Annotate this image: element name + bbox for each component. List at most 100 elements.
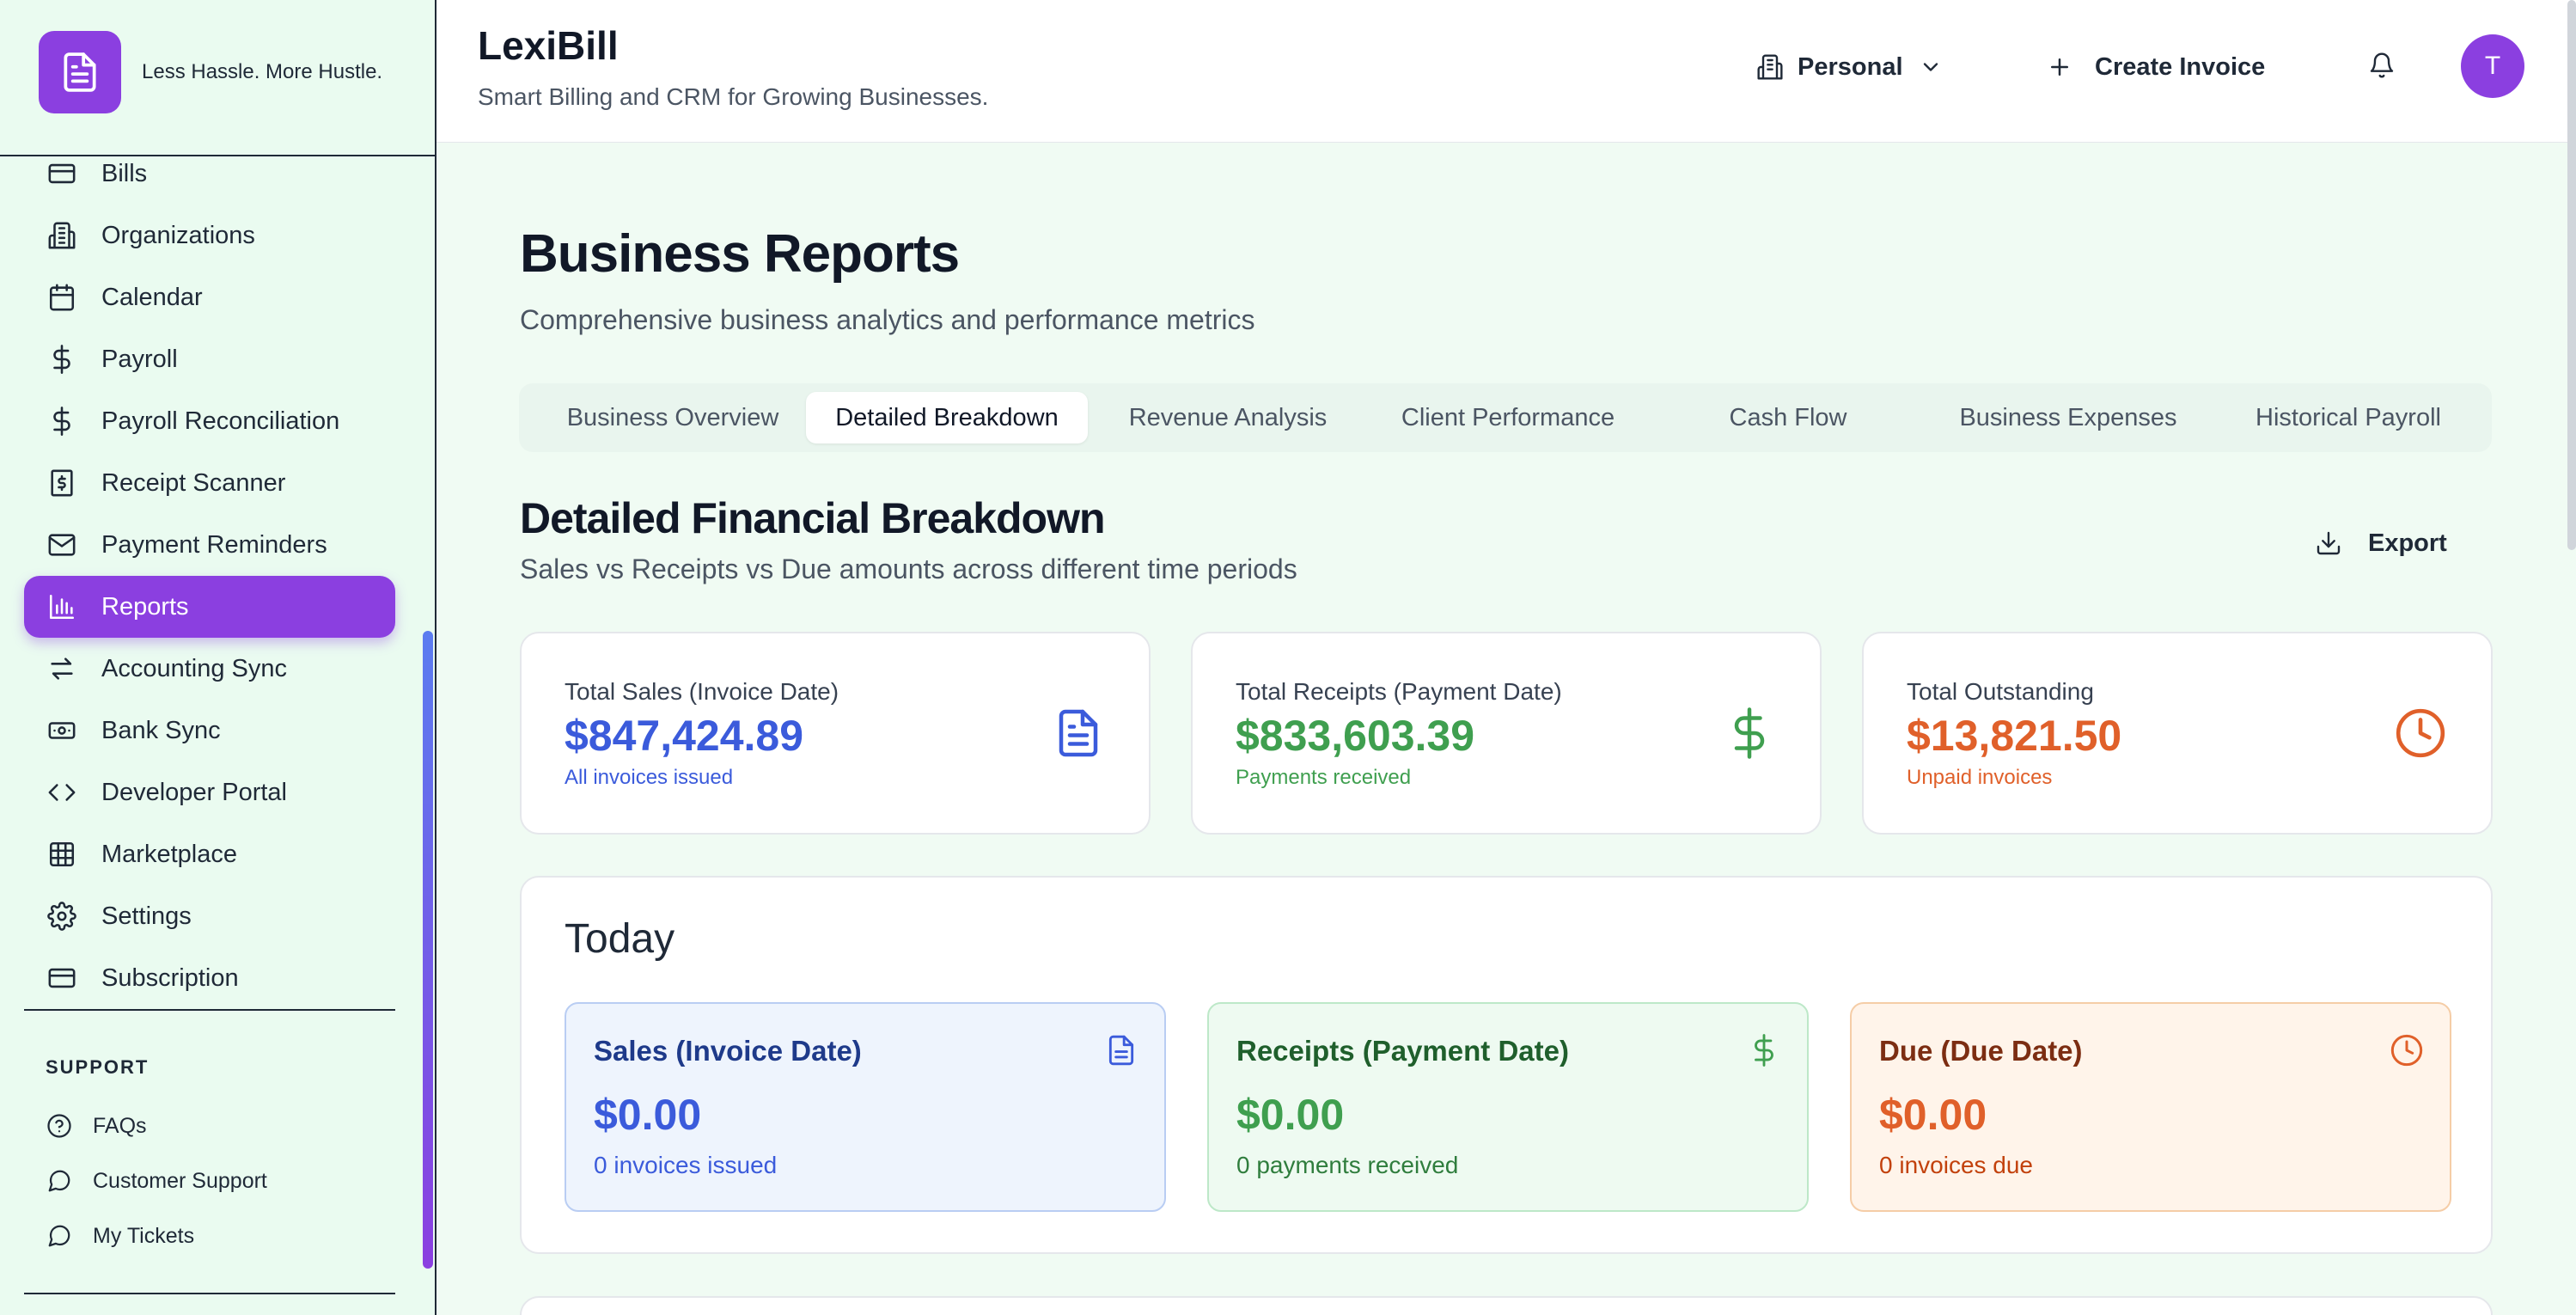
sidebar-item-label: Settings (101, 902, 192, 930)
page-scrollbar[interactable] (2567, 0, 2576, 550)
logo[interactable] (39, 31, 121, 113)
download-icon (2315, 529, 2342, 557)
period-card-label: Due (Due Date) (1879, 1035, 2083, 1067)
file-text-icon (1102, 1031, 1140, 1069)
divider (24, 1009, 395, 1011)
chevron-down-icon (1919, 55, 1943, 79)
section-subtitle: Sales vs Receipts vs Due amounts across … (520, 554, 1297, 584)
organization-switcher[interactable]: Personal (1756, 46, 1943, 88)
code-icon (45, 775, 79, 810)
period-sales-card: Sales (Invoice Date) $0.00 0 invoices is… (565, 1002, 1166, 1212)
create-invoice-button[interactable]: Create Invoice (2047, 46, 2265, 88)
clock-icon (2388, 1031, 2426, 1069)
sidebar-item-settings[interactable]: Settings (24, 885, 395, 947)
support-nav: FAQs Customer Support My Tickets (24, 1098, 395, 1263)
period-card-value: $0.00 (1236, 1091, 1345, 1139)
sidebar-item-organizations[interactable]: Organizations (24, 205, 395, 266)
period-card-caption: 0 payments received (1236, 1152, 1459, 1178)
sidebar-item-my-tickets[interactable]: My Tickets (24, 1208, 395, 1263)
credit-card-icon (45, 961, 79, 995)
summary-label: Total Receipts (Payment Date) (1236, 678, 1562, 705)
summary-value: $833,603.39 (1236, 712, 1475, 760)
sidebar-nav: Bills Organizations Calendar Payroll Pay… (24, 143, 395, 1009)
sidebar-item-developer-portal[interactable]: Developer Portal (24, 761, 395, 823)
top-header: LexiBill Smart Billing and CRM for Growi… (436, 0, 2576, 143)
tab-business-expenses[interactable]: Business Expenses (1959, 403, 2177, 431)
create-invoice-label: Create Invoice (2095, 52, 2266, 81)
sidebar-item-marketplace[interactable]: Marketplace (24, 823, 395, 885)
period-receipts-card: Receipts (Payment Date) $0.00 0 payments… (1207, 1002, 1809, 1212)
summary-value: $847,424.89 (565, 712, 804, 760)
summary-caption: Unpaid invoices (1907, 766, 2053, 789)
arrows-swap-icon (45, 651, 79, 686)
sidebar-item-label: My Tickets (93, 1223, 195, 1248)
sidebar-item-bank-sync[interactable]: Bank Sync (24, 700, 395, 761)
sidebar-item-label: FAQs (93, 1113, 147, 1138)
sidebar-item-customer-support[interactable]: Customer Support (24, 1153, 395, 1208)
summary-card-total-receipts: Total Receipts (Payment Date) $833,603.3… (1191, 632, 1822, 835)
tab-business-overview[interactable]: Business Overview (566, 403, 779, 431)
sidebar-item-calendar[interactable]: Calendar (24, 266, 395, 328)
period-card-value: $0.00 (1879, 1091, 1987, 1139)
sidebar-scrollbar[interactable] (423, 631, 433, 1269)
bar-chart-icon (45, 590, 79, 624)
tab-cash-flow[interactable]: Cash Flow (1729, 403, 1847, 431)
sidebar-item-payment-reminders[interactable]: Payment Reminders (24, 514, 395, 576)
chat-bubble-icon (45, 1166, 74, 1196)
sidebar-item-label: Customer Support (93, 1168, 267, 1193)
bell-icon[interactable] (2365, 48, 2399, 83)
sidebar-item-accounting-sync[interactable]: Accounting Sync (24, 638, 395, 700)
dollar-icon (45, 404, 79, 438)
report-tabs: Business Overview Detailed Breakdown Rev… (519, 383, 2492, 452)
period-card-caption: 0 invoices due (1879, 1152, 2034, 1178)
sidebar-item-faqs[interactable]: FAQs (24, 1098, 395, 1153)
grid-icon (45, 837, 79, 872)
tab-historical-payroll[interactable]: Historical Payroll (2256, 403, 2441, 431)
sidebar-item-label: Bank Sync (101, 716, 221, 744)
app-subtitle: Smart Billing and CRM for Growing Busine… (478, 83, 989, 110)
period-card-today: Today Sales (Invoice Date) $0.00 0 invoi… (520, 876, 2493, 1254)
sidebar-item-label: Payroll Reconciliation (101, 407, 340, 435)
sidebar-item-label: Payroll (101, 345, 178, 373)
tab-detailed-breakdown[interactable]: Detailed Breakdown (806, 392, 1088, 443)
tab-revenue-analysis[interactable]: Revenue Analysis (1128, 403, 1328, 431)
credit-card-icon (45, 156, 79, 191)
summary-card-total-sales: Total Sales (Invoice Date) $847,424.89 A… (520, 632, 1151, 835)
sidebar-item-label: Bills (101, 159, 148, 187)
page-title: Business Reports (520, 224, 960, 284)
summary-caption: All invoices issued (565, 766, 734, 789)
dollar-icon (1745, 1031, 1783, 1069)
sidebar-item-reports[interactable]: Reports (24, 576, 395, 638)
summary-caption: Payments received (1236, 766, 1412, 789)
period-card-value: $0.00 (594, 1091, 702, 1139)
avatar[interactable]: T (2461, 34, 2524, 98)
tab-client-performance[interactable]: Client Performance (1401, 403, 1615, 431)
summary-label: Total Outstanding (1907, 678, 2094, 705)
sidebar-item-subscription[interactable]: Subscription (24, 947, 395, 1009)
sidebar-item-receipt-scanner[interactable]: Receipt Scanner (24, 452, 395, 514)
sidebar-item-label: Receipt Scanner (101, 468, 286, 497)
sidebar-item-bills[interactable]: Bills (24, 143, 395, 205)
sidebar-item-payroll[interactable]: Payroll (24, 328, 395, 390)
sidebar-item-label: Marketplace (101, 840, 237, 868)
section-title: Detailed Financial Breakdown (520, 494, 1106, 542)
file-text-icon (64, 52, 96, 92)
brand-header: Less Hassle. More Hustle. (0, 0, 435, 156)
mail-icon (45, 528, 79, 562)
sidebar-item-payroll-reconciliation[interactable]: Payroll Reconciliation (24, 390, 395, 452)
period-card-label: Receipts (Payment Date) (1236, 1035, 1569, 1067)
period-card-label: Sales (Invoice Date) (594, 1035, 862, 1067)
plus-icon (2047, 54, 2072, 80)
summary-label: Total Sales (Invoice Date) (565, 678, 839, 705)
sidebar-item-label: Developer Portal (101, 778, 287, 806)
app-title: LexiBill (478, 23, 619, 68)
export-label: Export (2368, 529, 2447, 557)
summary-card-total-outstanding: Total Outstanding $13,821.50 Unpaid invo… (1862, 632, 2493, 835)
organization-name: Personal (1798, 52, 1903, 81)
building-icon (45, 218, 79, 253)
page-subtitle: Comprehensive business analytics and per… (520, 304, 1255, 335)
export-button[interactable]: Export (2315, 524, 2447, 562)
chat-bubble-icon (45, 1221, 74, 1251)
summary-value: $13,821.50 (1907, 712, 2122, 760)
file-text-icon (1051, 706, 1106, 761)
